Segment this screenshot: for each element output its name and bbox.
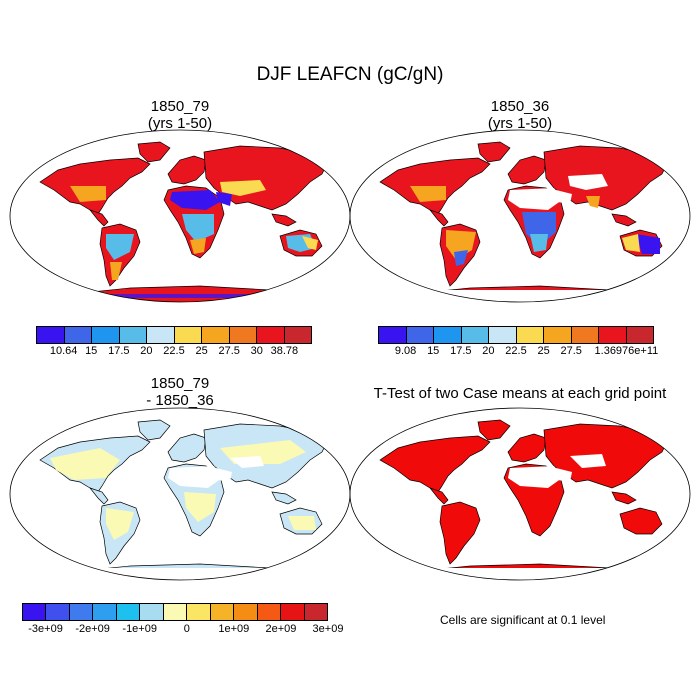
panel3-title-line2: - 1850_36: [146, 392, 214, 409]
colorbar-swatch: [69, 604, 94, 620]
colorbar-swatch: [140, 604, 164, 620]
colorbar-swatch: [461, 327, 489, 343]
colorbar-tick-label: 25: [537, 345, 550, 357]
colorbar-tick-label: 22.5: [505, 345, 527, 357]
colorbar-swatch: [599, 327, 627, 343]
colorbar-swatch: [229, 327, 257, 343]
colorbar-tick-label: 20: [140, 345, 153, 357]
colorbar-swatch: [187, 604, 211, 620]
colorbar-tick-label: 27.5: [560, 345, 582, 357]
colorbar-swatch: [489, 327, 517, 343]
panel4-map: [349, 407, 691, 581]
colorbar-swatch: [257, 604, 282, 620]
colorbar-swatch: [379, 327, 407, 343]
panel3-title-line1: 1850_79: [150, 375, 210, 392]
colorbar-swatch: [147, 327, 175, 343]
panel2-title-line2: (yrs 1-50): [487, 115, 553, 132]
colorbar-tick-label: 2e+09: [265, 623, 297, 635]
panel1-map: [9, 129, 351, 303]
colorbar-swatch: [37, 327, 65, 343]
colorbar-tick-label: 20: [482, 345, 495, 357]
colorbar-swatch: [544, 327, 572, 343]
panel2-map: [349, 129, 691, 303]
colorbar-tick-label: 15: [427, 345, 440, 357]
colorbar-tick-label: 17.5: [450, 345, 472, 357]
panel2-title: 1850_36 (yrs 1-50): [400, 98, 640, 132]
panel1-title: 1850_79 (yrs 1-50): [60, 98, 300, 132]
main-title: DJF LEAFCN (gC/gN): [256, 64, 444, 85]
colorbar-tick-label: -2e+09: [75, 623, 110, 635]
panel4-title-line1: T-Test of two Case means at each grid po…: [373, 385, 667, 402]
colorbar-swatch: [174, 327, 202, 343]
colorbar-panel2: [378, 326, 654, 344]
colorbar-swatch: [571, 327, 599, 343]
colorbar-swatch: [304, 604, 328, 620]
colorbar-tick-label: 30: [250, 345, 263, 357]
colorbar-tick-label: 0: [183, 623, 190, 635]
colorbar-tick-label: 1e+09: [218, 623, 250, 635]
colorbar-panel1: [36, 326, 312, 344]
panel2-title-line1: 1850_36: [490, 98, 550, 115]
colorbar-swatch: [406, 327, 434, 343]
colorbar-swatch: [64, 327, 92, 343]
colorbar-swatch: [626, 327, 653, 343]
colorbar-panel3-labels: -3e+09 -2e+09 -1e+09 0 1e+09 2e+09 3e+09: [22, 623, 343, 637]
colorbar-swatch: [234, 604, 258, 620]
colorbar-swatch: [116, 604, 141, 620]
colorbar-swatch: [93, 604, 117, 620]
colorbar-tick-label: 3e+09: [312, 623, 344, 635]
colorbar-swatch: [92, 327, 120, 343]
colorbar-swatch: [516, 327, 544, 343]
colorbar-tick-label: 10.64: [49, 345, 78, 357]
colorbar-tick-label: 17.5: [108, 345, 130, 357]
colorbar-tick-label: 25: [195, 345, 208, 357]
colorbar-tick-label: 38.78: [270, 345, 299, 357]
panel3-map: [9, 407, 351, 581]
colorbar-swatch: [210, 604, 235, 620]
significance-note: Cells are significant at 0.1 level: [440, 613, 606, 627]
colorbar-tick-label: -3e+09: [28, 623, 63, 635]
colorbar-tick-label: 27.5: [218, 345, 240, 357]
panel1-title-line2: (yrs 1-50): [147, 115, 213, 132]
panel1-title-line1: 1850_79: [150, 98, 210, 115]
colorbar-panel3: [22, 603, 328, 621]
panel4-title: T-Test of two Case means at each grid po…: [355, 385, 685, 402]
colorbar-swatch: [284, 327, 311, 343]
panel3-title: 1850_79 - 1850_36: [60, 375, 300, 409]
colorbar-swatch: [163, 604, 188, 620]
colorbar-swatch: [281, 604, 305, 620]
colorbar-swatch: [202, 327, 230, 343]
colorbar-swatch: [434, 327, 462, 343]
colorbar-swatch: [119, 327, 147, 343]
colorbar-tick-label: 1.36976e+11: [594, 345, 659, 357]
colorbar-tick-label: 22.5: [163, 345, 185, 357]
colorbar-tick-label: 15: [85, 345, 98, 357]
colorbar-swatch: [257, 327, 285, 343]
colorbar-panel1-labels: 10.64 15 17.5 20 22.5 25 27.5 30 38.78: [36, 345, 312, 359]
colorbar-swatch: [46, 604, 70, 620]
colorbar-panel2-labels: 9.08 15 17.5 20 22.5 25 27.5 1.36976e+11: [378, 345, 658, 359]
colorbar-tick-label: 9.08: [394, 345, 417, 357]
colorbar-tick-label: -1e+09: [122, 623, 157, 635]
colorbar-swatch: [23, 604, 47, 620]
